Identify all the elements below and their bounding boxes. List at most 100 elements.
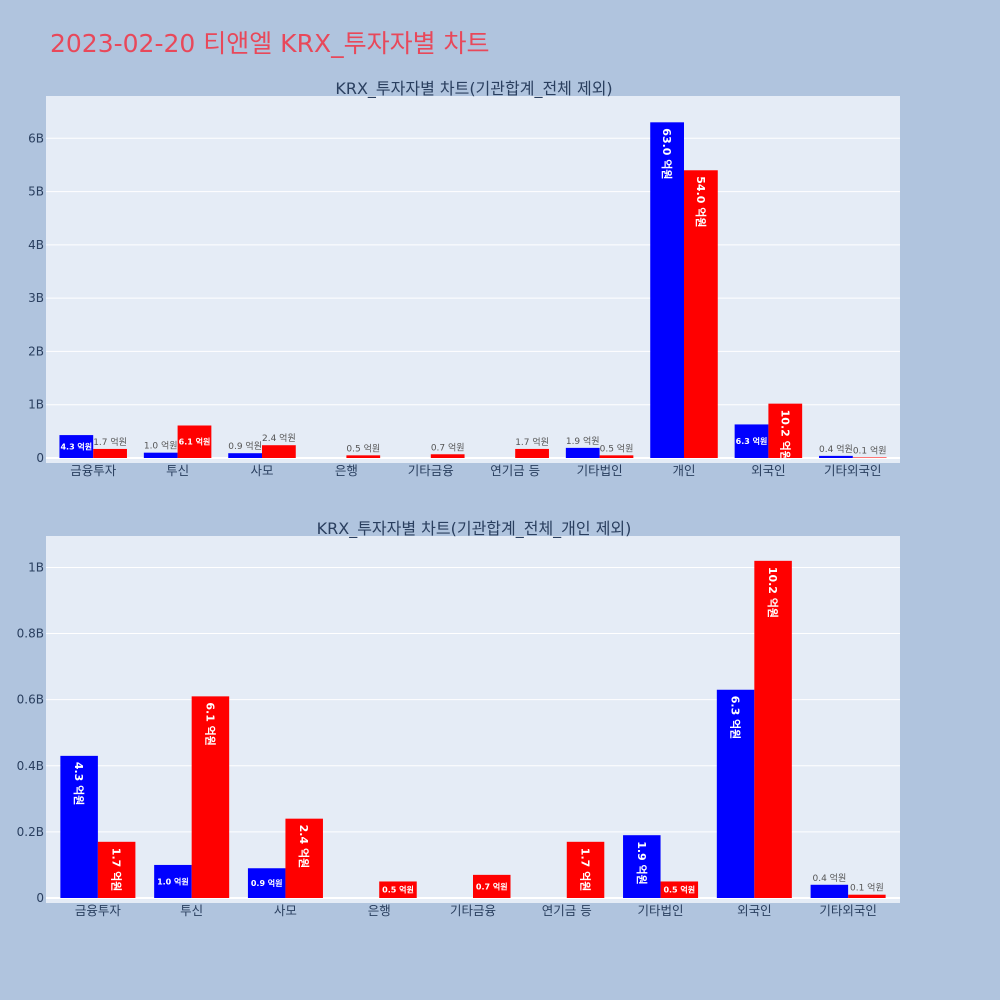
bar-value-label: 0.5 억원: [346, 442, 380, 454]
bar-red: [684, 170, 718, 458]
bar-value-label: 6.1 억원: [179, 437, 211, 447]
bar-red: [852, 457, 887, 458]
bar-value-label: 0.4 억원: [819, 443, 853, 455]
category-label: 기타금융: [450, 903, 496, 918]
category-label: 외국인: [751, 463, 786, 478]
bar-value-label: 0.4 억원: [812, 872, 846, 884]
bar-value-label: 2.4 억원: [262, 432, 296, 444]
plot-area: [46, 96, 900, 463]
category-label: 기타법인: [577, 463, 623, 478]
bar-value-label: 0.5 억원: [382, 885, 414, 895]
y-tick-label: 0.6B: [17, 693, 44, 707]
bar-value-label: 1.0 억원: [144, 440, 178, 452]
bar-value-label: 6.3 억원: [736, 436, 768, 446]
bar-red: [660, 881, 699, 898]
y-tick-label: 1B: [28, 560, 44, 574]
category-label: 금융투자: [70, 463, 117, 478]
y-tick-label: 0.4B: [17, 759, 44, 773]
bar-red: [754, 560, 792, 898]
bar-value-label: 4.3 억원: [60, 442, 92, 452]
bar-value-label: 0.1 억원: [850, 882, 884, 894]
category-label: 기타법인: [638, 903, 684, 918]
bar-value-label: 54.0 억원: [694, 176, 708, 227]
bar-blue: [143, 452, 178, 458]
category-label: 은행: [335, 463, 358, 478]
category-label: 금융투자: [75, 903, 122, 918]
bar-red: [346, 455, 381, 458]
y-tick-label: 4B: [28, 238, 44, 252]
bar-red: [515, 448, 549, 458]
bar-value-label: 0.5 억원: [663, 885, 695, 895]
bar-value-label: 1.7 억원: [515, 436, 549, 448]
bar-value-label: 10.2 억원: [778, 410, 792, 461]
bar-value-label: 6.1 억원: [203, 702, 217, 746]
bar-blue: [60, 755, 98, 898]
category-label: 개인: [672, 463, 695, 478]
bar-blue: [154, 864, 192, 898]
bar-value-label: 10.2 억원: [766, 567, 780, 618]
y-tick-label: 0: [36, 891, 44, 905]
bar-red: [768, 403, 803, 458]
bar-red: [599, 455, 634, 458]
bar-red: [191, 696, 230, 898]
bar-blue: [247, 868, 286, 898]
main-title: 2023-02-20 티앤엘 KRX_투자자별 차트: [50, 29, 490, 58]
bar-blue: [59, 435, 94, 458]
bar-red: [177, 425, 212, 458]
category-label: 기타외국인: [824, 463, 882, 478]
bar-blue: [819, 455, 853, 458]
category-label: 연기금 등: [490, 463, 540, 478]
bar-red: [848, 894, 886, 898]
y-tick-label: 2B: [28, 344, 44, 358]
bar-red: [430, 454, 465, 458]
bar-red: [285, 818, 323, 898]
bar-value-label: 0.7 억원: [431, 441, 465, 453]
category-label: 사모: [250, 463, 273, 478]
category-label: 투신: [180, 903, 203, 918]
bar-blue: [650, 122, 684, 459]
bar-red: [379, 881, 417, 898]
category-label: 은행: [368, 903, 391, 918]
bar-red: [93, 448, 127, 458]
y-tick-label: 0.8B: [17, 627, 44, 641]
bar-red: [566, 841, 605, 898]
bar-blue: [716, 689, 755, 898]
bar-value-label: 0.7 억원: [476, 881, 508, 891]
bar-blue: [623, 835, 661, 898]
bar-value-label: 1.9 억원: [635, 841, 649, 885]
y-tick-label: 3B: [28, 291, 44, 305]
bar-value-label: 1.7 억원: [110, 848, 124, 892]
y-tick-label: 6B: [28, 131, 44, 145]
bar-blue: [810, 884, 849, 898]
bar-value-label: 1.7 억원: [93, 436, 127, 448]
bar-value-label: 0.1 억원: [853, 444, 887, 456]
bar-value-label: 1.7 억원: [579, 848, 593, 892]
bar-value-label: 6.3 억원: [729, 696, 743, 740]
bar-red: [97, 841, 136, 898]
bar-value-label: 4.3 억원: [72, 762, 86, 806]
category-label: 투신: [166, 463, 189, 478]
bar-value-label: 1.0 억원: [157, 876, 189, 886]
bar-value-label: 1.9 억원: [566, 435, 600, 447]
category-label: 외국인: [737, 903, 772, 918]
chart-title: KRX_투자자별 차트(기관합계_전체_개인 제외): [317, 519, 632, 539]
category-label: 기타외국인: [819, 903, 877, 918]
chart-title: KRX_투자자별 차트(기관합계_전체 제외): [335, 79, 612, 99]
bar-red: [262, 445, 296, 458]
bar-value-label: 0.9 억원: [228, 440, 262, 452]
category-label: 기타금융: [408, 463, 454, 478]
category-label: 사모: [274, 903, 297, 918]
y-tick-label: 5B: [28, 185, 44, 199]
category-label: 연기금 등: [542, 903, 592, 918]
bar-blue: [734, 424, 769, 458]
bar-blue: [565, 447, 600, 458]
bar-blue: [228, 453, 262, 458]
bar-value-label: 2.4 억원: [297, 825, 311, 869]
bar-value-label: 0.9 억원: [251, 878, 283, 888]
y-tick-label: 1B: [28, 398, 44, 412]
y-tick-label: 0: [36, 451, 44, 465]
bar-value-label: 0.5 억원: [600, 442, 634, 454]
bar-red: [473, 874, 511, 898]
bar-value-label: 63.0 억원: [660, 128, 674, 179]
